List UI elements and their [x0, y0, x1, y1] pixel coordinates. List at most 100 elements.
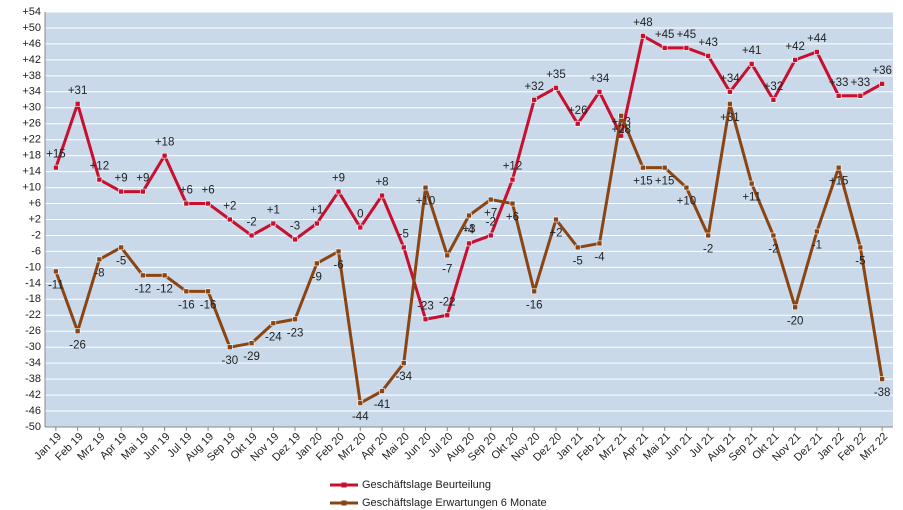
point	[574, 244, 581, 251]
y-tick-label: +22	[22, 134, 41, 146]
point	[640, 33, 646, 39]
data-label: +8	[375, 177, 388, 189]
point	[487, 232, 494, 239]
data-label: -2	[486, 216, 496, 228]
data-label: +33	[829, 77, 849, 89]
point	[683, 45, 690, 51]
y-tick-label: +46	[22, 38, 41, 50]
point	[248, 340, 255, 347]
data-label: +15	[633, 176, 653, 188]
point	[357, 400, 364, 406]
point	[618, 112, 625, 119]
y-tick-label: +30	[22, 102, 41, 114]
data-label: +11	[742, 192, 761, 204]
point	[509, 176, 516, 183]
point	[770, 232, 777, 239]
y-tick-label: +18	[22, 150, 41, 162]
data-label: +9	[115, 173, 128, 185]
y-tick-label: +38	[22, 70, 41, 82]
data-label: -9	[312, 271, 322, 283]
data-label: -34	[395, 371, 412, 383]
point	[292, 316, 298, 323]
point	[531, 96, 538, 103]
data-label: -8	[94, 267, 104, 279]
data-label: -4	[594, 251, 605, 263]
point	[227, 216, 233, 223]
data-label: +32	[764, 81, 784, 93]
data-label: +9	[136, 173, 149, 185]
y-tick-label: +50	[22, 22, 41, 34]
point	[313, 220, 320, 227]
point	[248, 232, 255, 239]
point	[205, 288, 211, 295]
y-tick-label: -14	[25, 277, 41, 289]
point	[270, 320, 277, 327]
data-label: 0	[357, 209, 363, 221]
point	[53, 164, 59, 171]
point	[74, 100, 81, 107]
data-label: +32	[524, 81, 544, 93]
data-label: +10	[416, 196, 436, 208]
point	[227, 344, 233, 350]
data-label: -2	[703, 243, 713, 255]
data-label: +31	[720, 112, 740, 124]
y-tick-label: -30	[25, 341, 41, 353]
data-label: -16	[200, 299, 217, 311]
data-label: +48	[633, 17, 653, 29]
data-label: -1	[812, 240, 822, 252]
point	[161, 272, 168, 279]
data-label: +31	[68, 85, 88, 97]
point	[118, 244, 124, 251]
point	[661, 45, 668, 51]
data-label: -29	[243, 351, 260, 363]
data-label: +36	[872, 65, 892, 77]
data-label: -2	[246, 216, 256, 228]
point	[335, 188, 342, 195]
y-tick-label: -26	[25, 325, 41, 337]
data-label: -30	[222, 355, 239, 367]
data-label: +1	[310, 205, 323, 217]
y-tick-label: -10	[25, 261, 41, 273]
data-label: +15	[829, 176, 849, 188]
point	[857, 92, 864, 99]
point	[292, 236, 298, 243]
y-tick-label: +34	[22, 86, 41, 98]
point	[835, 92, 842, 99]
data-label: -5	[855, 255, 865, 267]
legend-marker	[341, 500, 347, 506]
data-label: +43	[698, 37, 718, 49]
data-label: +35	[546, 69, 566, 81]
point	[857, 244, 864, 251]
y-tick-label: -18	[25, 293, 41, 305]
data-label: -4	[464, 224, 475, 236]
point	[487, 196, 494, 203]
data-label: +12	[90, 161, 110, 173]
y-tick-label: +2	[28, 213, 41, 225]
point	[140, 188, 146, 195]
data-label: +34	[720, 73, 740, 85]
point	[379, 388, 385, 394]
y-tick-label: -34	[25, 357, 41, 369]
data-label: -6	[333, 259, 343, 271]
point	[770, 96, 777, 103]
point	[96, 176, 103, 183]
y-tick-label: -22	[25, 309, 41, 321]
data-label: -16	[526, 299, 543, 311]
legend-marker	[341, 482, 347, 488]
y-tick-label: -42	[25, 389, 41, 401]
y-tick-label: -46	[25, 405, 41, 417]
point	[640, 164, 646, 171]
point	[466, 240, 472, 247]
y-tick-label: +14	[22, 166, 41, 178]
data-label: +34	[590, 73, 610, 85]
point	[553, 85, 559, 91]
data-label: +45	[677, 29, 697, 41]
point	[53, 268, 59, 275]
point	[96, 256, 103, 263]
data-label: -26	[69, 339, 86, 351]
y-tick-label: +54	[22, 6, 41, 18]
data-label: -23	[417, 300, 434, 312]
point	[357, 224, 364, 231]
point	[705, 232, 711, 239]
